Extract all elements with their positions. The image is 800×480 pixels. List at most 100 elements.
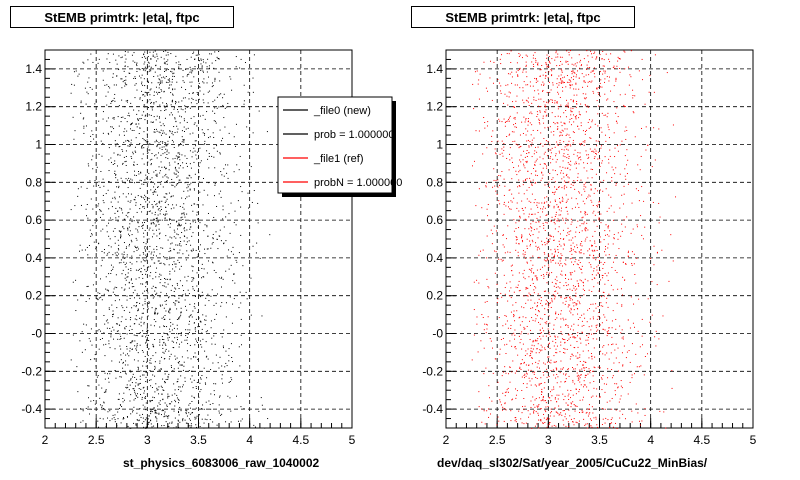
scatter-point [599, 317, 601, 319]
scatter-point [617, 145, 619, 147]
scatter-point [564, 123, 566, 125]
scatter-point [494, 148, 496, 150]
scatter-point [206, 377, 208, 379]
scatter-point [198, 98, 200, 100]
scatter-point [207, 137, 209, 139]
scatter-point [595, 140, 597, 142]
scatter-point [527, 287, 529, 289]
scatter-point [575, 65, 577, 67]
scatter-point [509, 340, 511, 342]
scatter-point [98, 58, 100, 60]
scatter-point [512, 141, 514, 143]
scatter-point [190, 68, 192, 70]
scatter-point [173, 341, 175, 343]
scatter-point [553, 255, 555, 257]
scatter-point [182, 294, 184, 296]
scatter-point [240, 302, 242, 304]
scatter-point [577, 70, 579, 72]
scatter-point [213, 136, 215, 138]
scatter-point [565, 86, 567, 88]
scatter-point [509, 147, 511, 149]
scatter-point [184, 419, 186, 421]
scatter-point [603, 383, 605, 385]
scatter-point [531, 357, 533, 359]
scatter-point [571, 70, 573, 72]
scatter-point [566, 167, 568, 169]
scatter-point [116, 63, 118, 65]
scatter-point [610, 205, 612, 207]
scatter-point [566, 133, 568, 135]
scatter-point [639, 420, 641, 422]
scatter-point [538, 321, 540, 323]
scatter-point [600, 241, 602, 243]
scatter-point [177, 155, 179, 157]
scatter-point [199, 377, 201, 379]
scatter-point [137, 310, 139, 312]
scatter-point [98, 329, 100, 331]
scatter-point [549, 347, 551, 349]
scatter-point [155, 294, 157, 296]
scatter-point [611, 344, 613, 346]
scatter-point [196, 340, 198, 342]
scatter-point [156, 313, 158, 315]
scatter-point [124, 277, 126, 279]
scatter-point [137, 269, 139, 271]
scatter-point [188, 323, 190, 325]
scatter-point [206, 71, 208, 73]
scatter-point [621, 337, 623, 339]
scatter-point [253, 190, 255, 192]
scatter-point [94, 358, 96, 360]
scatter-point [155, 224, 157, 226]
scatter-point [175, 120, 177, 122]
scatter-point [529, 240, 531, 242]
scatter-point [561, 56, 563, 58]
scatter-point [593, 52, 595, 54]
scatter-point [155, 271, 157, 273]
scatter-point [599, 236, 601, 238]
scatter-point [564, 222, 566, 224]
scatter-point [210, 369, 212, 371]
scatter-point [177, 301, 179, 303]
scatter-point [148, 65, 150, 67]
scatter-point [192, 249, 194, 251]
x-tick-label: 2.5 [489, 433, 506, 447]
scatter-point [155, 65, 157, 67]
scatter-point [102, 111, 104, 113]
scatter-point [108, 208, 110, 210]
scatter-point [145, 381, 147, 383]
scatter-point [534, 77, 536, 79]
scatter-point [239, 67, 241, 69]
scatter-point [120, 259, 122, 261]
scatter-point [589, 372, 591, 374]
scatter-point [181, 295, 183, 297]
scatter-point [139, 408, 141, 410]
scatter-point [526, 353, 528, 355]
scatter-point [484, 122, 486, 124]
scatter-point [198, 176, 200, 178]
scatter-point [551, 112, 553, 114]
scatter-point [546, 196, 548, 198]
scatter-point [519, 366, 521, 368]
scatter-point [572, 131, 574, 133]
scatter-point [523, 276, 525, 278]
scatter-point [554, 398, 556, 400]
scatter-point [596, 88, 598, 90]
scatter-point [507, 118, 509, 120]
scatter-point [141, 74, 143, 76]
scatter-point [201, 66, 203, 68]
scatter-point [532, 264, 534, 266]
scatter-point [560, 310, 562, 312]
scatter-point [128, 287, 130, 289]
scatter-point [154, 411, 156, 413]
scatter-point [546, 214, 548, 216]
scatter-point [164, 343, 166, 345]
scatter-point [507, 251, 509, 253]
scatter-point [206, 330, 208, 332]
scatter-point [596, 318, 598, 320]
scatter-point [260, 397, 262, 399]
scatter-point [590, 199, 592, 201]
scatter-point [138, 75, 140, 77]
scatter-point [120, 321, 122, 323]
scatter-point [533, 404, 535, 406]
scatter-point [225, 270, 227, 272]
